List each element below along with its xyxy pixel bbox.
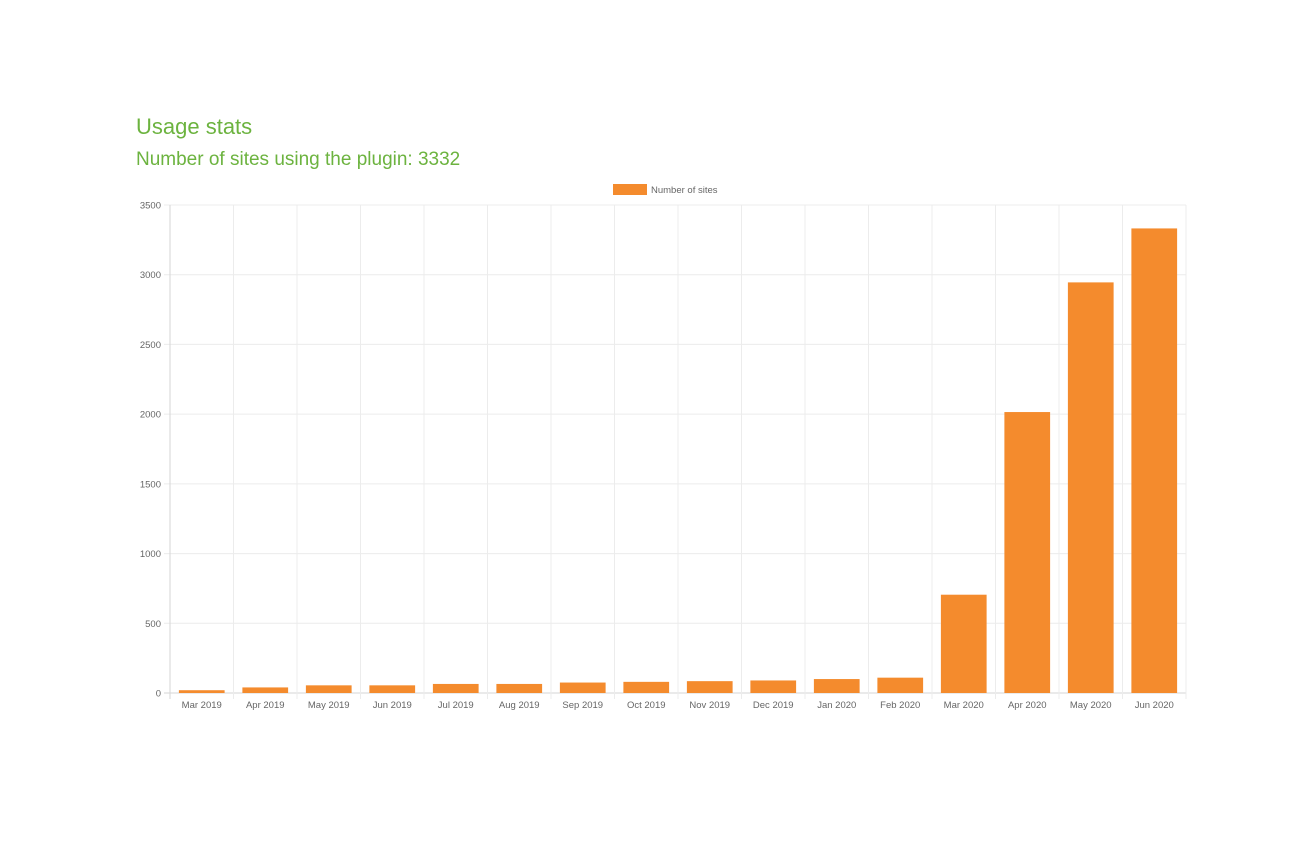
y-tick-label: 1000 [140,549,161,560]
y-tick-label: 3000 [140,270,161,281]
x-tick-label: Mar 2019 [182,700,222,711]
x-tick-label: Jul 2019 [438,700,474,711]
bar-apr-2019[interactable] [242,687,289,693]
y-tick-label: 2000 [140,410,161,421]
grid-layer [164,204,1187,699]
x-tick-label: May 2020 [1070,700,1112,711]
bar-layer [178,228,1178,693]
legend-label: Number of sites [651,185,718,196]
x-tick-label: Feb 2020 [880,700,920,711]
legend-swatch [613,184,647,195]
y-tick-label: 500 [145,619,161,630]
bar-oct-2019[interactable] [623,681,670,693]
legend: Number of sites [613,184,718,196]
x-tick-label: Jun 2020 [1135,700,1174,711]
y-tick-label: 1500 [140,479,161,490]
y-tick-label: 2500 [140,340,161,351]
axis-layer: 0 500 1000 1500 2000 2500 3000 3500 Mar 2019 Apr … [140,201,1174,712]
x-tick-label: Mar 2020 [944,700,984,711]
bar-mar-2020[interactable] [940,594,987,693]
x-tick-label: Aug 2019 [499,700,540,711]
bar-may-2020[interactable] [1067,282,1114,693]
bar-apr-2020[interactable] [1004,412,1051,693]
page-subtitle: Number of sites using the plugin: 3332 [136,149,461,170]
x-tick-label: Dec 2019 [753,700,794,711]
x-tick-label: Apr 2019 [246,700,285,711]
bar-jul-2019[interactable] [432,683,479,693]
bar-aug-2019[interactable] [496,683,543,693]
y-tick-label: 0 [156,689,161,700]
bar-jun-2020[interactable] [1131,228,1178,693]
x-tick-label: Jun 2019 [373,700,412,711]
bar-jan-2020[interactable] [813,679,860,693]
page-title: Usage stats [136,114,253,139]
y-tick-label: 3500 [140,201,161,212]
bar-mar-2019[interactable] [178,690,225,693]
x-tick-label: Apr 2020 [1008,700,1047,711]
x-tick-label: Sep 2019 [562,700,603,711]
bar-may-2019[interactable] [305,685,352,693]
x-tick-label: May 2019 [308,700,350,711]
bar-feb-2020[interactable] [877,677,924,693]
bar-jun-2019[interactable] [369,685,416,693]
x-tick-label: Jan 2020 [817,700,856,711]
bar-dec-2019[interactable] [750,680,797,693]
x-tick-label: Nov 2019 [689,700,730,711]
x-tick-label: Oct 2019 [627,700,666,711]
bar-sep-2019[interactable] [559,682,606,693]
bar-nov-2019[interactable] [686,681,733,693]
